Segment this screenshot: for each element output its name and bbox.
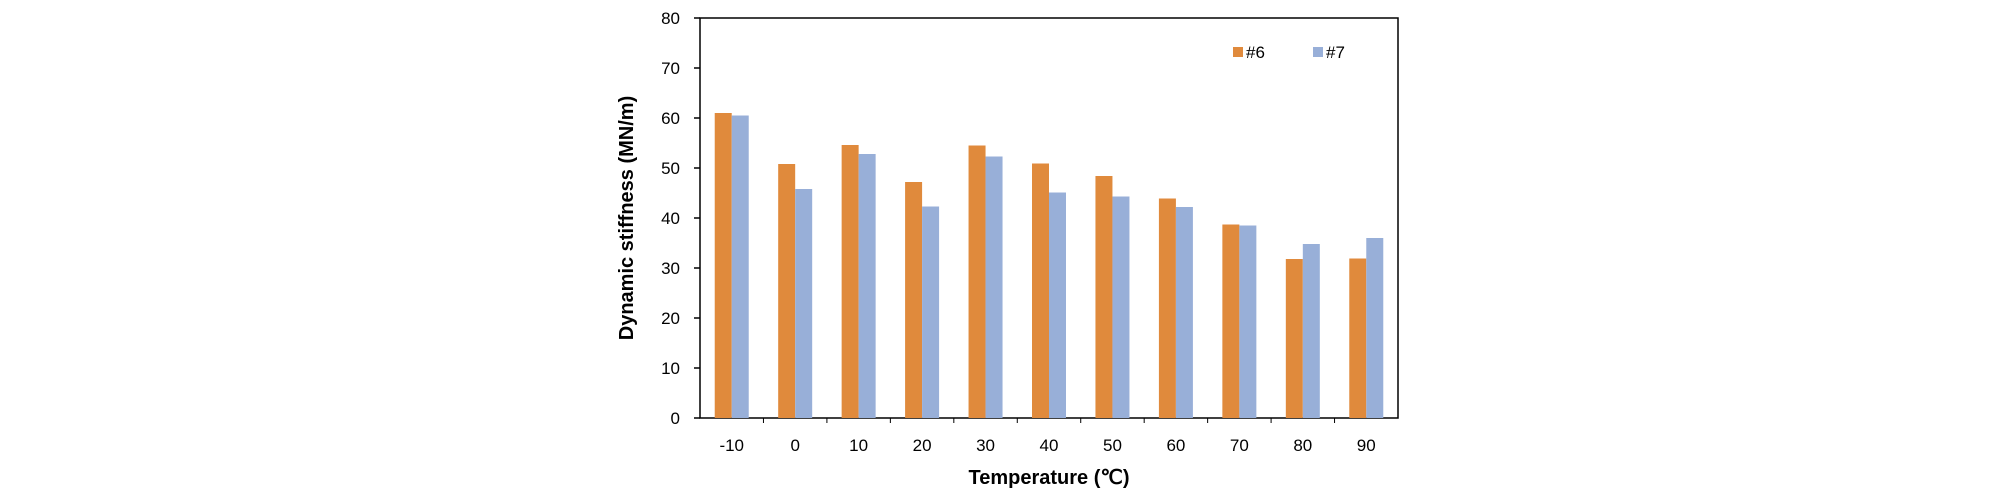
y-tick-label: 30 [661, 259, 680, 278]
bar-series-1 [778, 164, 796, 418]
bar-series-2 [1302, 244, 1320, 418]
legend-swatch-series-2 [1313, 47, 1323, 57]
bar-series-2 [1175, 207, 1193, 418]
y-tick-label: 40 [661, 209, 680, 228]
legend: #6 #7 [1233, 43, 1345, 62]
bar-series-1 [1349, 258, 1367, 418]
bar-series-1 [1222, 224, 1240, 418]
x-tick-label: 0 [790, 436, 799, 455]
x-tick-label: 60 [1166, 436, 1185, 455]
bar-series-2 [1239, 225, 1257, 418]
bar-series-2 [858, 154, 876, 418]
x-tick-label: 10 [849, 436, 868, 455]
bar-series-2 [1112, 196, 1130, 418]
x-tick-label: 70 [1230, 436, 1249, 455]
legend-swatch-series-1 [1233, 47, 1243, 57]
bar-series-1 [1095, 176, 1113, 418]
bar-series-2 [795, 189, 813, 418]
bar-series-1 [1032, 163, 1049, 418]
x-tick-label: 30 [976, 436, 995, 455]
x-tick-label: 50 [1103, 436, 1122, 455]
y-tick-label: 60 [661, 109, 680, 128]
legend-label-series-1: #6 [1246, 43, 1265, 62]
x-tick-label: 80 [1293, 436, 1312, 455]
bar-series-2 [1049, 192, 1066, 418]
x-axis-ticks: -10 0 10 20 30 40 50 60 70 80 90 [719, 418, 1376, 455]
x-axis-title: Temperature (℃) [968, 467, 1129, 489]
x-tick-label: 40 [1040, 436, 1059, 455]
x-tick-label: 20 [913, 436, 932, 455]
bar-series-1 [905, 182, 923, 418]
y-axis-ticks: 0 10 20 30 40 50 60 70 80 [661, 9, 700, 428]
bar-series [714, 113, 1384, 418]
y-tick-label: 70 [661, 59, 680, 78]
bar-series-2 [985, 156, 1003, 418]
bar-series-2 [922, 206, 940, 418]
y-tick-label: 10 [661, 359, 680, 378]
bar-series-1 [968, 145, 986, 418]
y-tick-label: 80 [661, 9, 680, 28]
y-axis-title: Dynamic stiffness (MN/m) [616, 96, 638, 341]
y-tick-label: 50 [661, 159, 680, 178]
bar-series-2 [1366, 238, 1384, 418]
y-tick-label: 20 [661, 309, 680, 328]
y-tick-label: 0 [671, 409, 680, 428]
bar-series-1 [841, 145, 859, 418]
bar-series-1 [1285, 259, 1303, 418]
bar-series-2 [731, 115, 749, 418]
bar-series-1 [1158, 198, 1176, 418]
x-tick-label: 90 [1357, 436, 1376, 455]
bar-series-1 [714, 113, 732, 418]
legend-label-series-2: #7 [1326, 43, 1345, 62]
x-tick-label: -10 [719, 436, 744, 455]
